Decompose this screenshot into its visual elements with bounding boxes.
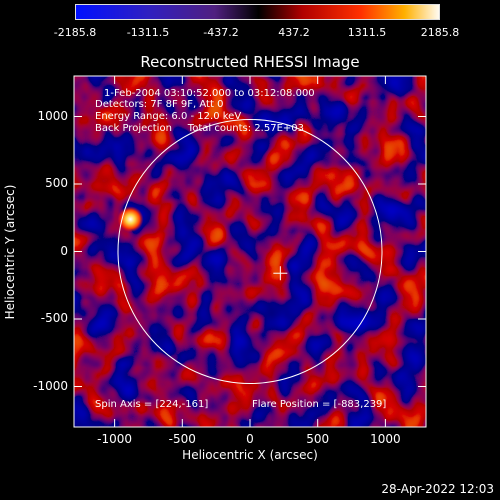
flare-position-label: Flare Position = [-883,239] bbox=[252, 399, 387, 410]
x-tick-label: -1000 bbox=[97, 432, 133, 446]
y-tick-label: 0 bbox=[60, 243, 68, 258]
colorbar-tick: 437.2 bbox=[278, 26, 310, 39]
colorbar bbox=[75, 4, 440, 20]
info-line-energy: Energy Range: 6.0 - 12.0 keV bbox=[95, 111, 242, 122]
x-tick-label: -500 bbox=[168, 432, 196, 446]
x-tick-label: 1000 bbox=[370, 432, 401, 446]
y-tick-label: -1000 bbox=[33, 378, 68, 393]
y-tick-label: -500 bbox=[40, 311, 68, 325]
x-axis-label: Heliocentric X (arcsec) bbox=[182, 448, 318, 462]
x-tick-label: 500 bbox=[306, 432, 330, 446]
chart-title: Reconstructed RHESSI Image bbox=[140, 53, 360, 71]
heatmap-pattern bbox=[74, 76, 426, 427]
flare-source bbox=[117, 206, 144, 233]
spin-axis-marker bbox=[273, 266, 288, 281]
y-tick-label: 1000 bbox=[37, 108, 68, 123]
y-tick-label: 500 bbox=[45, 176, 68, 190]
info-line-detectors: Detectors: 7F 8F 9F, Att 0 bbox=[95, 99, 224, 110]
info-line-method: Back Projection Total counts: 2.57E+03 bbox=[95, 123, 304, 134]
colorbar-tick: -437.2 bbox=[203, 26, 239, 39]
colorbar-tick: 2185.8 bbox=[420, 26, 460, 39]
x-tick-label: 0 bbox=[246, 432, 254, 446]
timestamp: 28-Apr-2022 12:03 bbox=[381, 482, 494, 496]
colorbar-tick: -2185.8 bbox=[53, 26, 97, 39]
solar-limb-circle bbox=[117, 119, 383, 384]
colorbar-tick: -1311.5 bbox=[126, 26, 170, 39]
flare-blob bbox=[117, 206, 144, 233]
spin-axis-label: Spin Axis = [224,-161] bbox=[95, 399, 209, 410]
y-axis-label: Heliocentric Y (arcsec) bbox=[3, 184, 17, 320]
info-line-time: 1-Feb-2004 03:10:52.000 to 03:12:08.000 bbox=[104, 88, 315, 99]
colorbar-tick: 1311.5 bbox=[347, 26, 387, 39]
